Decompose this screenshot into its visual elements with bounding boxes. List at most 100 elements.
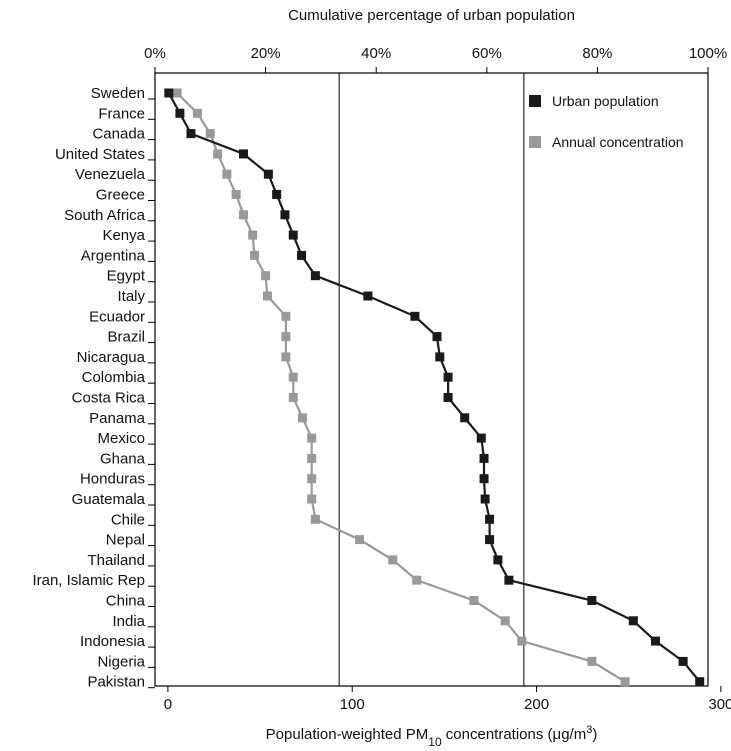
top-axis-ticks: 0% 20% 40% 60% 80% 100% [144, 45, 727, 73]
category-label: Indonesia [80, 633, 146, 650]
category-label: Costa Rica [72, 390, 146, 407]
data-point-annual-concentration [310, 514, 320, 524]
data-point-annual-concentration [192, 108, 202, 118]
data-point-urban-population [443, 393, 453, 402]
category-label: Brazil [107, 329, 145, 346]
category-label: United States [55, 146, 145, 163]
series-layer [164, 88, 705, 687]
category-label: Chile [111, 511, 145, 528]
top-tick-label: 80% [582, 45, 612, 62]
category-label: Honduras [80, 471, 145, 488]
data-point-annual-concentration [222, 169, 232, 179]
data-point-urban-population [480, 494, 490, 504]
category-label: Argentina [81, 247, 146, 264]
category-label: Venezuela [75, 166, 146, 183]
data-point-urban-population [280, 210, 290, 220]
bottom-axis-title: Population-weighted PM10 concentrations … [266, 724, 598, 749]
bottom-axis-ticks: 0 100 200 300 [164, 686, 731, 713]
data-point-annual-concentration [388, 555, 398, 565]
data-point-urban-population [479, 453, 489, 463]
data-point-urban-population [479, 474, 489, 484]
category-label: Sweden [91, 85, 145, 102]
data-point-annual-concentration [517, 636, 527, 646]
plot-frame [154, 72, 709, 687]
category-label: China [106, 593, 146, 610]
series-line-urban-population [167, 92, 701, 683]
data-point-urban-population [476, 433, 486, 443]
data-point-urban-population [587, 596, 597, 605]
data-point-annual-concentration [288, 393, 298, 402]
data-point-urban-population [432, 332, 442, 342]
category-label: Nicaragua [77, 349, 146, 366]
bottom-axis-title-unit: g/m [561, 726, 586, 743]
category-label: Nepal [106, 532, 145, 549]
bottom-axis-title-subscript: 10 [428, 735, 442, 749]
top-tick-label: 60% [472, 45, 502, 62]
data-point-urban-population [493, 555, 503, 565]
data-point-urban-population [288, 230, 298, 240]
data-point-urban-population [363, 291, 373, 301]
data-point-urban-population [238, 149, 248, 159]
data-point-annual-concentration [587, 656, 597, 666]
data-point-annual-concentration [620, 677, 630, 687]
bottom-axis-title-mid: concentrations ( [442, 726, 553, 743]
category-label: Mexico [97, 430, 145, 447]
top-axis-title: Cumulative percentage of urban populatio… [288, 7, 575, 24]
axes [154, 72, 709, 687]
legend-label: Annual concentration [552, 134, 684, 150]
category-label: Italy [117, 288, 145, 305]
category-label: Nigeria [97, 653, 145, 670]
data-point-annual-concentration [213, 149, 223, 159]
category-label: Kenya [102, 227, 145, 244]
data-point-annual-concentration [297, 413, 307, 423]
category-label: Guatemala [72, 491, 146, 508]
data-point-annual-concentration [307, 474, 317, 484]
category-label: Ecuador [89, 308, 145, 325]
category-label: Iran, Islamic Rep [32, 572, 145, 589]
legend: Urban population Annual concentration [529, 93, 684, 150]
data-point-annual-concentration [262, 291, 272, 301]
bottom-axis-title-superscript: 3 [586, 724, 592, 736]
category-label: Ghana [100, 450, 146, 467]
top-tick-label: 40% [361, 45, 391, 62]
data-point-annual-concentration [307, 433, 317, 443]
data-point-urban-population [460, 413, 470, 423]
data-point-annual-concentration [281, 332, 291, 342]
category-label: Thailand [87, 552, 145, 569]
data-point-annual-concentration [412, 575, 422, 585]
data-point-annual-concentration [469, 596, 479, 605]
category-label: Canada [92, 126, 145, 143]
category-label: Greece [96, 187, 145, 204]
data-point-urban-population [310, 271, 320, 281]
data-point-urban-population [164, 88, 174, 98]
bottom-tick-label: 300 [708, 696, 731, 713]
top-tick-label: 100% [689, 45, 727, 62]
data-point-annual-concentration [238, 210, 248, 220]
category-label: South Africa [64, 207, 146, 224]
data-point-urban-population [272, 190, 282, 199]
data-point-annual-concentration [307, 494, 317, 504]
data-point-urban-population [485, 514, 495, 524]
category-label: Pakistan [87, 674, 145, 691]
data-point-urban-population [263, 169, 273, 179]
category-labels: Sweden France Canada United States Venezuela… [32, 85, 155, 691]
data-point-annual-concentration [172, 88, 182, 98]
top-tick-label: 20% [251, 45, 281, 62]
data-point-urban-population [186, 129, 196, 139]
category-label: India [112, 613, 145, 630]
data-point-urban-population [678, 656, 688, 666]
category-label: Egypt [107, 268, 146, 285]
series-urban-population [164, 88, 705, 687]
data-point-urban-population [297, 250, 307, 260]
data-point-urban-population [504, 575, 514, 585]
bottom-tick-label: 100 [340, 696, 365, 713]
top-tick-label: 0% [144, 45, 166, 62]
bottom-tick-label: 200 [524, 696, 549, 713]
data-point-annual-concentration [281, 311, 291, 321]
legend-label: Urban population [552, 93, 659, 109]
data-point-urban-population [695, 677, 705, 687]
data-point-annual-concentration [205, 129, 215, 139]
category-label: Panama [89, 410, 146, 427]
